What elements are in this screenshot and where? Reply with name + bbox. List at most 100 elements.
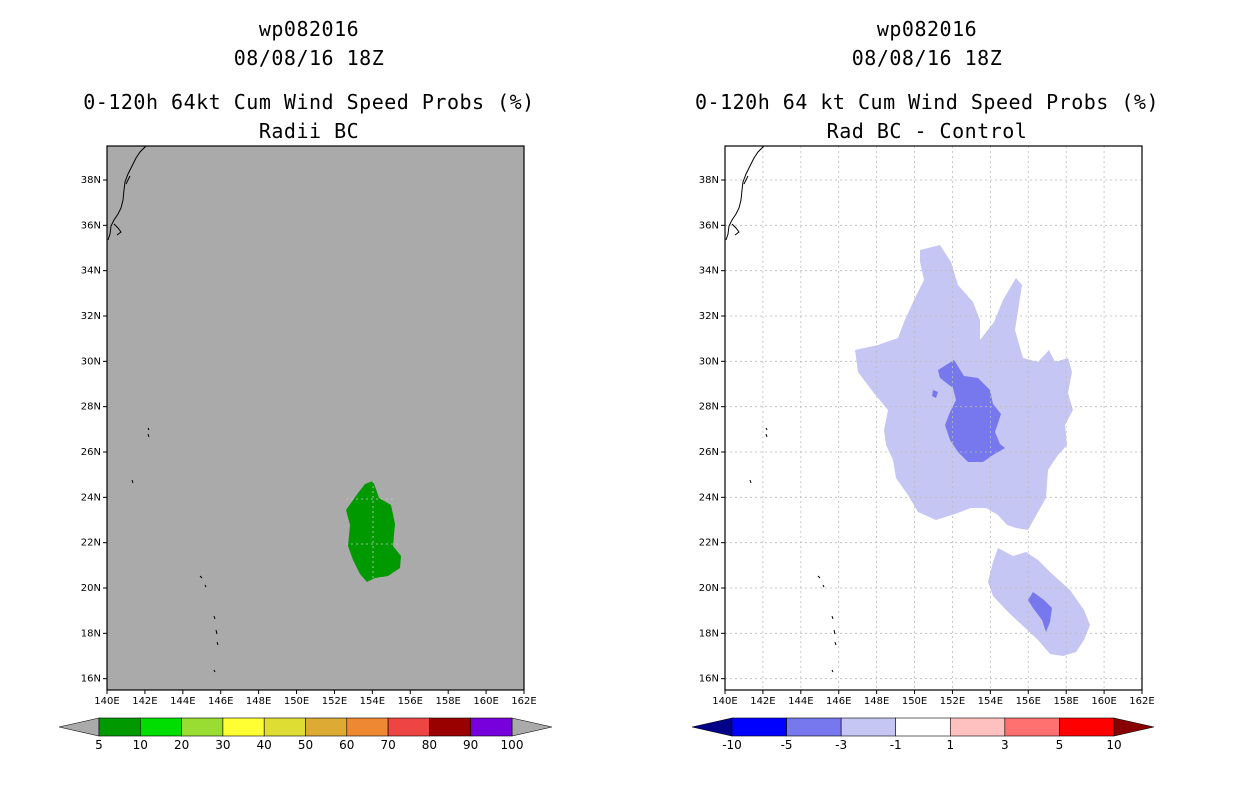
left-subtitle: Radii BC (258, 119, 360, 143)
lat-label: 30N (699, 356, 719, 367)
left-coastline (107, 145, 219, 673)
lon-label: 158E (1053, 696, 1078, 707)
lat-label: 24N (81, 492, 101, 503)
left-panel: wp082016 08/08/16 18Z 0-120h 64kt Cum Wi… (58, 17, 553, 752)
lon-label: 148E (246, 696, 271, 707)
colorbar-swatch (731, 717, 787, 737)
lon-label: 146E (826, 696, 851, 707)
lat-label: 22N (699, 538, 719, 549)
lon-label: 154E (978, 696, 1003, 707)
colorbar-label: 20 (174, 738, 189, 752)
lon-label: 156E (1016, 696, 1041, 707)
lat-label: 36N (81, 220, 101, 231)
left-prob-contour (346, 481, 401, 582)
lat-label: 36N (699, 220, 719, 231)
colorbar-label: -5 (781, 738, 793, 752)
left-axes: 140E 142E 144E 146E 148E 150E 152E 154E 156E 158E… (81, 175, 537, 707)
colorbar-label: 40 (257, 738, 272, 752)
colorbar-swatch (387, 717, 430, 737)
lat-label: 38N (699, 175, 719, 186)
colorbar-label: 60 (339, 738, 354, 752)
left-date: 08/08/16 18Z (233, 46, 385, 70)
colorbar-label: 30 (215, 738, 230, 752)
lat-label: 26N (699, 447, 719, 458)
lon-label: 150E (902, 696, 927, 707)
lat-label: 16N (81, 674, 101, 685)
colorbar-label: 1 (946, 738, 954, 752)
colorbar-label: 3 (1001, 738, 1009, 752)
lon-label: 140E (712, 696, 737, 707)
lon-label: 162E (1129, 696, 1154, 707)
left-colorbar: 5 10 20 30 40 50 60 70 80 90 100 (58, 717, 553, 752)
colorbar-label: 10 (1106, 738, 1121, 752)
colorbar-swatch (895, 717, 951, 737)
right-storm-id: wp082016 (876, 17, 978, 41)
lat-label: 20N (81, 583, 101, 594)
lon-label: 144E (170, 696, 195, 707)
colorbar-swatch (140, 717, 182, 737)
colorbar-label: 80 (422, 738, 437, 752)
lon-label: 144E (788, 696, 813, 707)
colorbar-label: 10 (133, 738, 148, 752)
right-map-frame (724, 145, 1143, 691)
left-storm-id: wp082016 (258, 17, 360, 41)
lat-label: 38N (81, 175, 101, 186)
lon-label: 142E (132, 696, 157, 707)
colorbar-swatch (222, 717, 265, 737)
lon-label: 152E (940, 696, 965, 707)
colorbar-swatch (305, 717, 348, 737)
lat-label: 32N (699, 311, 719, 322)
colorbar-label: -1 (890, 738, 902, 752)
left-map-svg: 140E 142E 144E 146E 148E 150E 152E 154E 156E 158E… (58, 145, 553, 752)
lon-label: 148E (864, 696, 889, 707)
lat-label: 34N (81, 266, 101, 277)
left-map-frame (106, 145, 525, 691)
lon-label: 154E (360, 696, 385, 707)
lon-label: 156E (398, 696, 423, 707)
colorbar-label: -3 (835, 738, 847, 752)
colorbar-swatch (470, 717, 513, 737)
right-grid (725, 146, 1142, 690)
lat-label: 32N (81, 311, 101, 322)
colorbar-label: 100 (501, 738, 524, 752)
lon-label: 140E (94, 696, 119, 707)
colorbar-label: 70 (380, 738, 395, 752)
colorbar-swatch (98, 717, 141, 737)
lat-label: 34N (699, 266, 719, 277)
colorbar-low-end (58, 717, 100, 737)
lat-label: 18N (81, 628, 101, 639)
lat-label: 16N (699, 674, 719, 685)
right-panel: wp082016 08/08/16 18Z 0-120h 64 kt Cum W… (618, 0, 1236, 800)
colorbar-swatch (786, 717, 842, 737)
right-colorbar: -10 -5 -3 -1 1 3 5 10 (691, 717, 1155, 752)
lat-label: 20N (699, 583, 719, 594)
lon-label: 150E (284, 696, 309, 707)
left-map-background (107, 146, 524, 690)
lat-label: 28N (81, 402, 101, 413)
lat-label: 28N (699, 402, 719, 413)
right-coastline (725, 145, 837, 673)
right-diff-contours (855, 245, 1090, 656)
right-product-title: 0-120h 64 kt Cum Wind Speed Probs (%) (694, 90, 1160, 114)
lon-label: 152E (322, 696, 347, 707)
right-date: 08/08/16 18Z (851, 46, 1003, 70)
colorbar-high-end (511, 717, 553, 737)
colorbar-label: 5 (95, 738, 103, 752)
colorbar-low-end (691, 717, 733, 737)
left-product-title: 0-120h 64kt Cum Wind Speed Probs (%) (83, 90, 535, 114)
lat-label: 30N (81, 356, 101, 367)
colorbar-swatch (949, 717, 1006, 737)
lat-label: 22N (81, 538, 101, 549)
colorbar-high-end (1113, 717, 1155, 737)
lon-label: 160E (473, 696, 498, 707)
right-axes: 140E 142E 144E 146E 148E 150E 152E 154E 156E 158E… (699, 175, 1155, 707)
colorbar-swatch (429, 717, 471, 737)
right-map-svg: 140E 142E 144E 146E 148E 150E 152E 154E 156E 158E… (691, 145, 1155, 752)
right-subtitle: Rad BC - Control (826, 119, 1028, 143)
colorbar-label: 50 (298, 738, 313, 752)
lon-label: 162E (511, 696, 536, 707)
lon-label: 142E (750, 696, 775, 707)
lon-label: 146E (208, 696, 233, 707)
colorbar-swatch (1004, 717, 1060, 737)
lat-label: 26N (81, 447, 101, 458)
